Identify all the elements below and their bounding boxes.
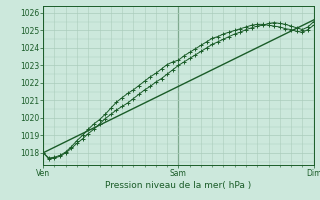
X-axis label: Pression niveau de la mer( hPa ): Pression niveau de la mer( hPa ) [105,181,252,190]
